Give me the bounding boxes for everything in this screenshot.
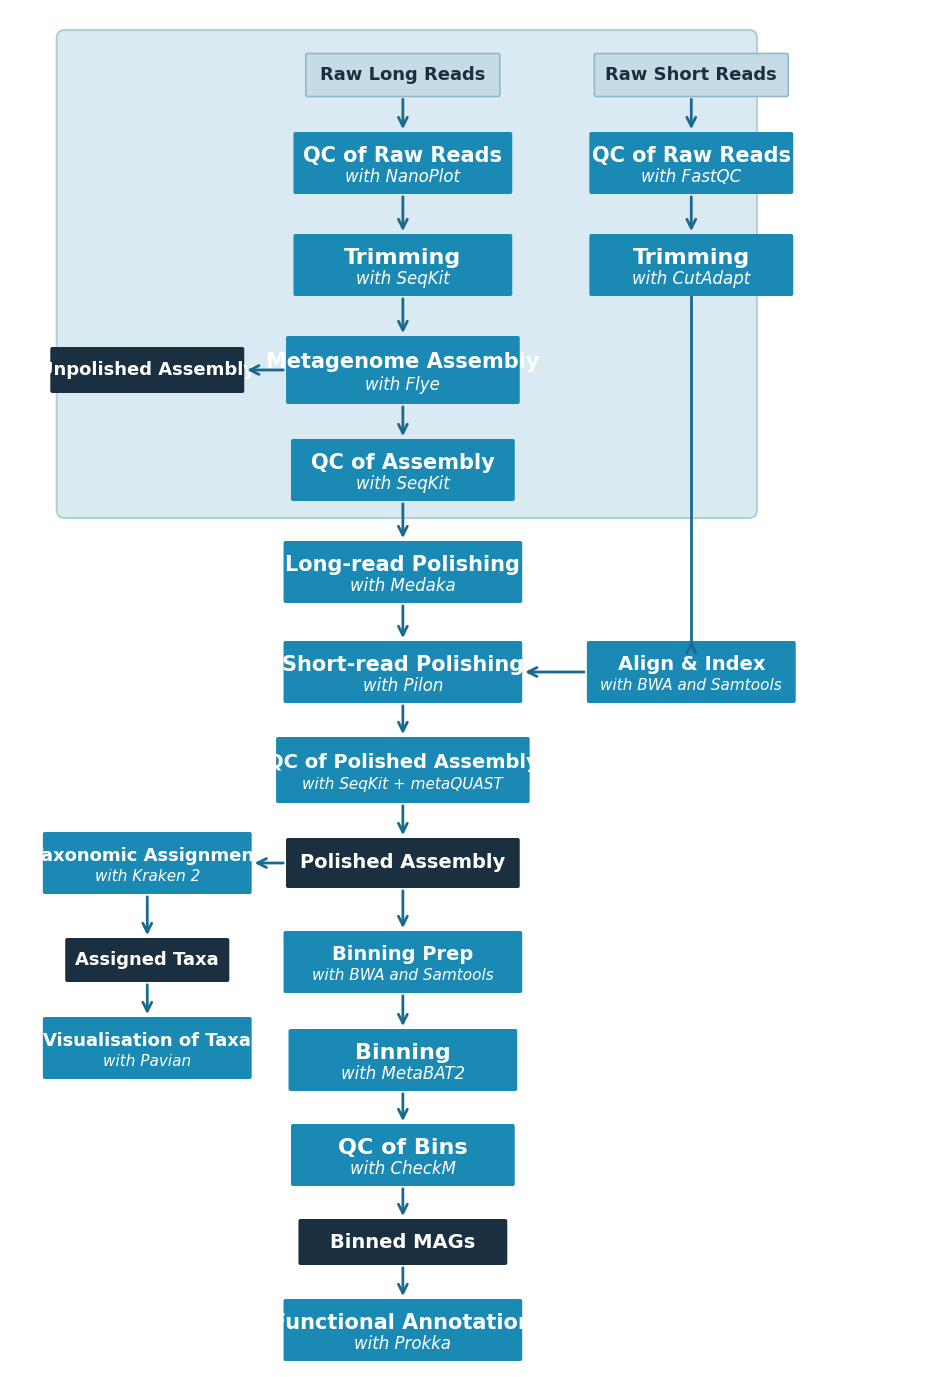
Text: Polished Assembly: Polished Assembly <box>300 854 505 873</box>
Text: Align & Index: Align & Index <box>617 655 765 675</box>
Text: Functional Annotation: Functional Annotation <box>273 1312 533 1333</box>
Text: Metagenome Assembly: Metagenome Assembly <box>266 353 540 372</box>
Text: with BWA and Samtools: with BWA and Samtools <box>312 968 494 983</box>
Text: Taxonomic Assignment: Taxonomic Assignment <box>32 847 263 865</box>
Text: with Pilon: with Pilon <box>362 676 443 694</box>
Text: with SeqKit: with SeqKit <box>356 270 450 288</box>
FancyBboxPatch shape <box>284 642 522 704</box>
Text: with Prokka: with Prokka <box>354 1334 451 1352</box>
Text: with Kraken 2: with Kraken 2 <box>95 869 200 884</box>
FancyBboxPatch shape <box>50 347 244 392</box>
FancyBboxPatch shape <box>286 839 520 888</box>
Text: with SeqKit: with SeqKit <box>356 475 450 493</box>
FancyBboxPatch shape <box>587 642 795 704</box>
Text: Assigned Taxa: Assigned Taxa <box>75 952 219 969</box>
Text: with BWA and Samtools: with BWA and Samtools <box>601 677 782 693</box>
Text: with Pavian: with Pavian <box>103 1055 191 1069</box>
Text: Raw Long Reads: Raw Long Reads <box>320 66 486 84</box>
FancyBboxPatch shape <box>594 54 788 96</box>
FancyBboxPatch shape <box>294 132 513 194</box>
Text: Binned MAGs: Binned MAGs <box>330 1232 476 1252</box>
Text: with CheckM: with CheckM <box>349 1159 456 1177</box>
Text: Visualisation of Taxa: Visualisation of Taxa <box>44 1031 251 1049</box>
FancyBboxPatch shape <box>286 336 520 403</box>
Text: Binning: Binning <box>355 1042 451 1063</box>
FancyBboxPatch shape <box>291 1124 514 1186</box>
Text: QC of Raw Reads: QC of Raw Reads <box>591 146 791 165</box>
Text: Trimming: Trimming <box>344 248 462 267</box>
Text: QC of Bins: QC of Bins <box>338 1137 468 1158</box>
Text: Short-read Polishing: Short-read Polishing <box>282 654 524 675</box>
FancyBboxPatch shape <box>284 541 522 603</box>
FancyBboxPatch shape <box>284 1299 522 1360</box>
FancyBboxPatch shape <box>65 938 229 982</box>
FancyBboxPatch shape <box>298 1219 507 1265</box>
Text: with MetaBAT2: with MetaBAT2 <box>341 1064 465 1082</box>
FancyBboxPatch shape <box>57 30 757 518</box>
Text: QC of Polished Assembly: QC of Polished Assembly <box>267 753 539 771</box>
FancyBboxPatch shape <box>43 1018 252 1080</box>
FancyBboxPatch shape <box>43 832 252 894</box>
Text: QC of Raw Reads: QC of Raw Reads <box>303 146 502 165</box>
FancyBboxPatch shape <box>306 54 500 96</box>
Text: QC of Assembly: QC of Assembly <box>311 453 495 472</box>
FancyBboxPatch shape <box>590 132 794 194</box>
Text: Unpolished Assembly: Unpolished Assembly <box>39 361 255 379</box>
Text: with Medaka: with Medaka <box>350 577 456 595</box>
Text: with FastQC: with FastQC <box>641 168 742 186</box>
Text: with NanoPlot: with NanoPlot <box>346 168 461 186</box>
Text: Long-read Polishing: Long-read Polishing <box>286 555 520 574</box>
Text: Trimming: Trimming <box>632 248 750 267</box>
Text: Binning Prep: Binning Prep <box>332 945 474 964</box>
FancyBboxPatch shape <box>276 737 529 803</box>
Text: with CutAdapt: with CutAdapt <box>632 270 751 288</box>
FancyBboxPatch shape <box>291 439 514 501</box>
Text: with Flye: with Flye <box>365 376 440 394</box>
Text: Raw Short Reads: Raw Short Reads <box>605 66 777 84</box>
FancyBboxPatch shape <box>590 234 794 296</box>
FancyBboxPatch shape <box>288 1029 517 1091</box>
FancyBboxPatch shape <box>294 234 513 296</box>
Text: with SeqKit + metaQUAST: with SeqKit + metaQUAST <box>302 777 503 792</box>
FancyBboxPatch shape <box>284 931 522 993</box>
